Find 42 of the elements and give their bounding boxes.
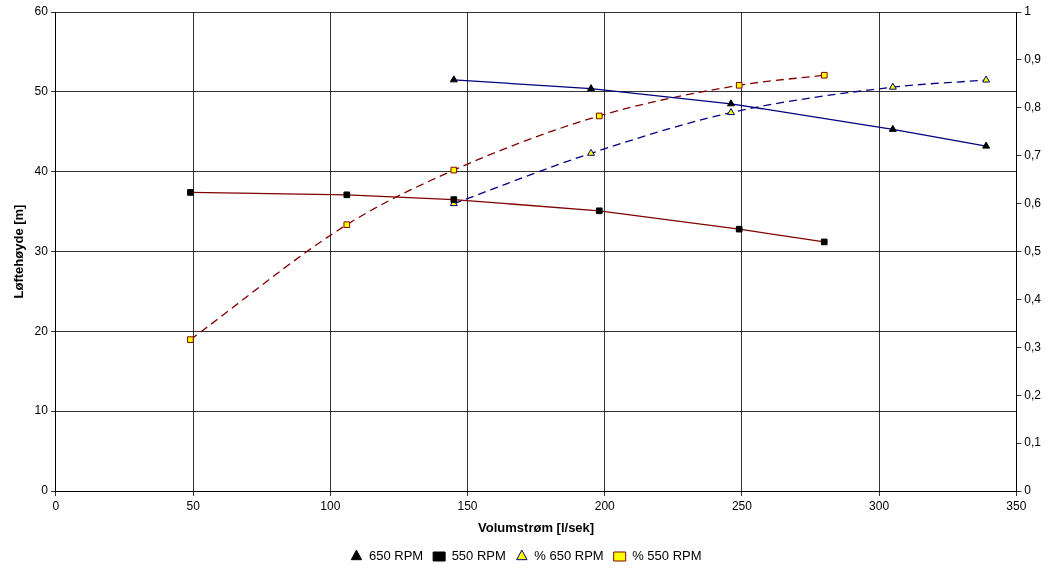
point bbox=[587, 148, 595, 156]
legend-label: 650 RPM bbox=[368, 548, 424, 564]
point bbox=[343, 221, 351, 228]
legend-label: 550 RPM bbox=[451, 548, 506, 564]
y-axis-title: Løftehøyde [m] bbox=[11, 204, 27, 299]
y2-tick-label: 0 bbox=[1024, 483, 1032, 498]
y2-tick-label: 0,1 bbox=[1024, 435, 1042, 450]
point bbox=[735, 81, 743, 89]
x-tick-label: 50 bbox=[186, 498, 201, 513]
x-tick-label: 250 bbox=[731, 498, 753, 513]
y-tick-label: 40 bbox=[34, 163, 49, 178]
y-tick-label: 50 bbox=[34, 84, 49, 99]
x-tick-label: 150 bbox=[457, 498, 478, 513]
point bbox=[726, 108, 735, 116]
point bbox=[820, 71, 828, 79]
x-tick-label: 200 bbox=[594, 498, 616, 513]
y2-tick-label: 0,4 bbox=[1024, 291, 1042, 306]
y-tick-label: 0 bbox=[41, 483, 49, 498]
y2-tick-label: 0,3 bbox=[1024, 339, 1042, 354]
y2-tick-label: 0,9 bbox=[1024, 52, 1042, 67]
point bbox=[595, 112, 603, 120]
y-tick-label: 30 bbox=[34, 243, 49, 258]
x-tick-label: 350 bbox=[1006, 498, 1027, 513]
y2-tick-label: 0,6 bbox=[1024, 195, 1042, 210]
point bbox=[450, 166, 458, 174]
y-tick-label: 60 bbox=[34, 4, 49, 19]
y2-tick-label: 0,8 bbox=[1024, 100, 1042, 115]
point bbox=[187, 336, 194, 343]
y2-tick-label: 0,5 bbox=[1024, 243, 1042, 258]
point bbox=[982, 75, 991, 83]
legend-label: % 550 RPM bbox=[632, 548, 702, 564]
y-tick-label: 10 bbox=[34, 403, 49, 418]
x-tick-label: 0 bbox=[52, 498, 60, 513]
legend-label: % 650 RPM bbox=[534, 548, 604, 564]
y2-tick-label: 1 bbox=[1024, 4, 1032, 19]
point bbox=[888, 82, 897, 90]
y-tick-label: 20 bbox=[34, 323, 49, 338]
x-tick-label: 300 bbox=[869, 498, 890, 513]
y2-tick-label: 0,7 bbox=[1024, 148, 1042, 163]
y2-tick-label: 0,2 bbox=[1024, 387, 1042, 402]
x-axis-title: Volumstrøm [l/sek] bbox=[478, 519, 595, 535]
x-tick-label: 100 bbox=[320, 498, 341, 513]
